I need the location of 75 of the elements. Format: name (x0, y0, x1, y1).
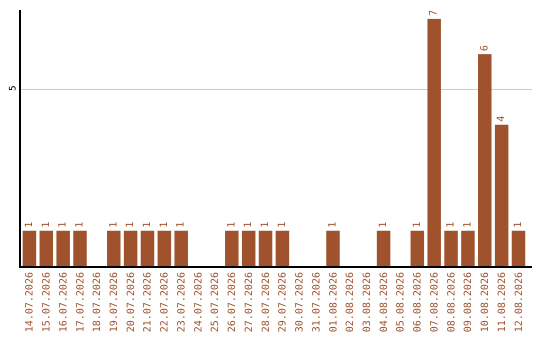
x-tick-label: 23.07.2026 (176, 272, 188, 332)
data-label: 1 (327, 222, 338, 228)
data-label: 7 (428, 10, 440, 16)
bar (124, 230, 138, 266)
x-tick-label: 21.07.2026 (142, 272, 154, 332)
bar (461, 230, 475, 266)
bar (410, 230, 424, 266)
data-label: 1 (24, 222, 35, 228)
bar (427, 18, 441, 266)
bar (56, 230, 70, 266)
x-tick-label: 10.08.2026 (480, 272, 492, 332)
data-label: 1 (462, 222, 474, 228)
data-label: 1 (276, 222, 288, 228)
data-label: 6 (479, 45, 490, 52)
x-tick-label: 11.08.2026 (496, 272, 508, 332)
data-label: 1 (158, 222, 170, 228)
x-tick-label: 19.07.2026 (109, 272, 120, 332)
x-tick-label: 18.07.2026 (92, 272, 104, 332)
bar (242, 230, 256, 266)
x-tick-label: 28.07.2026 (260, 272, 272, 332)
data-label: 1 (125, 222, 136, 228)
data-label: 1 (243, 222, 254, 228)
x-tick-label: 12.08.2026 (514, 272, 525, 332)
bar (140, 230, 154, 266)
bar (73, 230, 87, 266)
bar (40, 230, 54, 266)
bar (22, 230, 36, 266)
x-tick-label: 02.08.2026 (345, 272, 356, 332)
x-tick-label: 24.07.2026 (193, 272, 204, 332)
bar (326, 230, 340, 266)
data-label: 1 (446, 222, 457, 228)
bar (225, 230, 239, 266)
x-tick-label: 01.08.2026 (328, 272, 340, 332)
x-tick-label: 31.07.2026 (311, 272, 322, 332)
data-label: 1 (108, 222, 120, 228)
bar (158, 230, 172, 266)
bar (258, 230, 272, 266)
x-tick-label: 08.08.2026 (446, 272, 458, 332)
data-label: 1 (40, 222, 52, 228)
x-tick-label: 30.07.2026 (294, 272, 306, 332)
bar (512, 230, 526, 266)
x-tick-label: 03.08.2026 (362, 272, 373, 332)
x-tick-label: 29.07.2026 (278, 272, 289, 332)
x-tick-label: 20.07.2026 (126, 272, 137, 332)
data-label: 4 (496, 116, 508, 122)
bar (444, 230, 458, 266)
data-label: 1 (226, 222, 238, 228)
data-label: 1 (260, 222, 272, 228)
x-tick-label: 04.08.2026 (378, 272, 390, 332)
bar (478, 54, 492, 266)
x-tick-label: 14.07.2026 (24, 272, 36, 332)
x-tick-label: 26.07.2026 (227, 272, 238, 332)
data-label: 1 (142, 222, 153, 228)
x-tick-label: 06.08.2026 (412, 272, 424, 332)
data-label: 1 (176, 222, 187, 228)
y-tick-label: 5 (8, 85, 18, 91)
data-label: 1 (513, 222, 524, 228)
x-tick-label: 09.08.2026 (463, 272, 474, 332)
data-label: 1 (74, 222, 86, 228)
bar (494, 124, 508, 266)
data-label: 1 (58, 222, 69, 228)
x-tick-label: 22.07.2026 (160, 272, 171, 332)
x-tick-label: 07.08.2026 (429, 272, 440, 332)
bar (276, 230, 290, 266)
x-tick-label: 25.07.2026 (210, 272, 222, 332)
x-tick-label: 17.07.2026 (75, 272, 86, 332)
x-tick-label: 05.08.2026 (396, 272, 407, 332)
bar (174, 230, 188, 266)
data-label: 1 (378, 222, 390, 228)
bar (107, 230, 120, 266)
x-tick-label: 15.07.2026 (42, 272, 53, 332)
bar (376, 230, 390, 266)
x-tick-label: 16.07.2026 (58, 272, 70, 332)
data-label: 1 (412, 222, 423, 228)
x-tick-label: 27.07.2026 (244, 272, 255, 332)
